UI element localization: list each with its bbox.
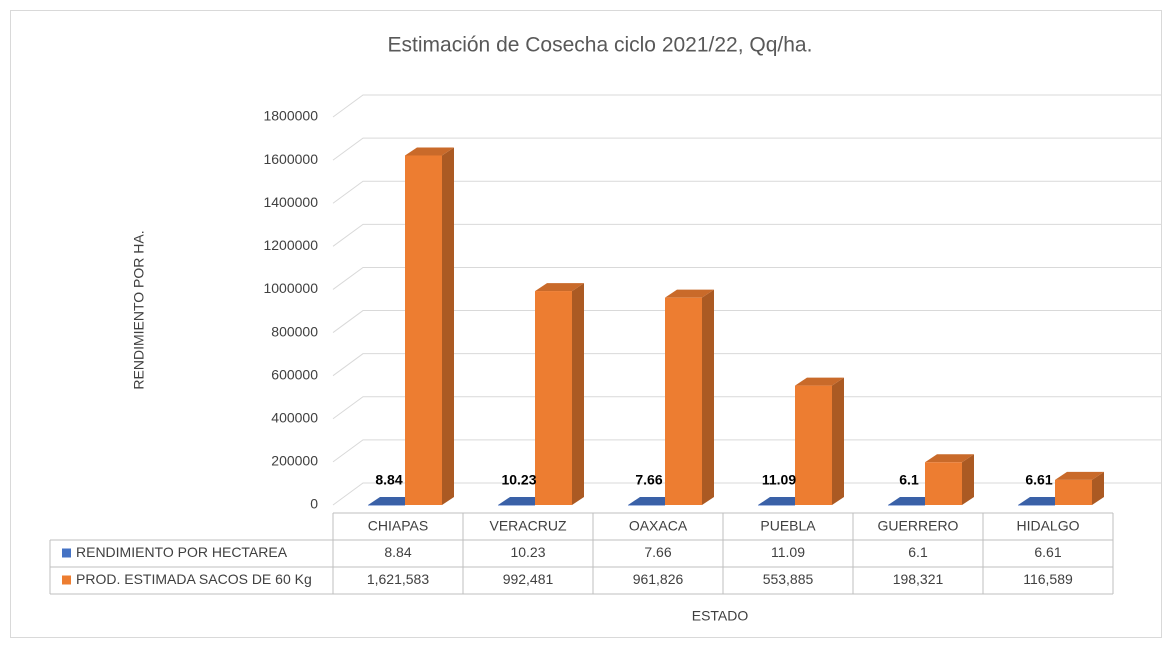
grid-line bbox=[332, 180, 1162, 204]
data-label: 6.1 bbox=[899, 472, 919, 488]
legend-swatch bbox=[62, 575, 71, 585]
grid-line bbox=[332, 137, 1162, 161]
x-tick-label: CHIAPAS bbox=[368, 518, 428, 534]
grid-line bbox=[332, 266, 1162, 290]
y-tick-label: 400000 bbox=[271, 409, 318, 425]
bar-top bbox=[888, 496, 937, 505]
bar bbox=[1055, 479, 1092, 505]
table-cell: 6.61 bbox=[1034, 544, 1061, 560]
table-cell: 7.66 bbox=[644, 544, 671, 560]
table-cell: 116,589 bbox=[1023, 571, 1073, 587]
bar-top bbox=[628, 496, 677, 505]
bar-top bbox=[498, 496, 547, 505]
y-tick-label: 800000 bbox=[271, 323, 318, 339]
x-tick-label: PUEBLA bbox=[760, 518, 816, 534]
table-cell: 1,621,583 bbox=[367, 571, 429, 587]
bar bbox=[498, 504, 535, 506]
bar bbox=[405, 155, 442, 505]
table-cell: 11.09 bbox=[771, 544, 805, 560]
table-cell: 553,885 bbox=[763, 571, 814, 587]
bar bbox=[368, 504, 405, 506]
bar bbox=[758, 504, 795, 506]
y-axis-label: RENDIMIENTO POR HA. bbox=[131, 230, 147, 389]
table-cell: 198,321 bbox=[893, 571, 944, 587]
bar bbox=[795, 385, 832, 505]
y-tick-label: 1800000 bbox=[263, 108, 318, 124]
bar-top bbox=[665, 289, 714, 298]
y-tick-label: 1400000 bbox=[263, 194, 318, 210]
grid-line bbox=[332, 223, 1162, 247]
data-label: 10.23 bbox=[501, 472, 536, 488]
legend-label: RENDIMIENTO POR HECTAREA bbox=[76, 544, 288, 560]
grid-line bbox=[332, 94, 1162, 118]
grid-line bbox=[332, 396, 1162, 420]
bar bbox=[888, 504, 925, 506]
x-tick-label: VERACRUZ bbox=[489, 518, 566, 534]
grid-line bbox=[332, 439, 1162, 463]
grid-line bbox=[332, 482, 1162, 506]
table-cell: 8.84 bbox=[384, 544, 411, 560]
bar-side bbox=[832, 377, 844, 505]
bar-top bbox=[758, 496, 807, 505]
table-cell: 6.1 bbox=[908, 544, 928, 560]
x-tick-label: OAXACA bbox=[629, 518, 688, 534]
legend-label: PROD. ESTIMADA SACOS DE 60 Kg bbox=[76, 571, 312, 587]
bar-top bbox=[405, 147, 454, 156]
bar-side bbox=[702, 289, 714, 505]
bar-top bbox=[795, 377, 844, 386]
x-axis-label: ESTADO bbox=[692, 608, 749, 624]
table-cell: 10.23 bbox=[510, 544, 545, 560]
chart-title: Estimación de Cosecha ciclo 2021/22, Qq/… bbox=[388, 34, 813, 57]
y-tick-label: 600000 bbox=[271, 366, 318, 382]
grid-line bbox=[332, 310, 1162, 333]
bar bbox=[925, 462, 962, 505]
y-tick-label: 1000000 bbox=[263, 280, 318, 296]
bar-side bbox=[572, 283, 584, 505]
data-label: 7.66 bbox=[635, 472, 662, 488]
bar-side bbox=[442, 147, 454, 505]
bar-side bbox=[1092, 471, 1104, 505]
y-tick-label: 0 bbox=[310, 496, 318, 512]
data-label: 11.09 bbox=[762, 472, 796, 488]
y-tick-label: 200000 bbox=[271, 453, 318, 469]
y-tick-label: 1600000 bbox=[263, 151, 318, 167]
data-label: 8.84 bbox=[375, 472, 402, 488]
bar bbox=[535, 291, 572, 505]
chart-border bbox=[10, 10, 1162, 638]
bar-top bbox=[535, 283, 584, 292]
bar-top bbox=[925, 454, 974, 463]
grid-line bbox=[332, 353, 1162, 377]
bar bbox=[665, 297, 702, 505]
bar bbox=[1018, 504, 1055, 506]
bar-top bbox=[368, 496, 417, 505]
table-cell: 992,481 bbox=[503, 571, 554, 587]
legend-swatch bbox=[62, 548, 71, 558]
bar-top bbox=[1018, 496, 1067, 505]
y-tick-label: 1200000 bbox=[263, 237, 318, 253]
bar bbox=[628, 504, 665, 506]
x-tick-label: GUERRERO bbox=[878, 518, 959, 534]
data-label: 6.61 bbox=[1025, 472, 1052, 488]
bar-side bbox=[962, 454, 974, 505]
table-cell: 961,826 bbox=[633, 571, 684, 587]
x-tick-label: HIDALGO bbox=[1016, 518, 1079, 534]
bar-top bbox=[1055, 471, 1104, 480]
